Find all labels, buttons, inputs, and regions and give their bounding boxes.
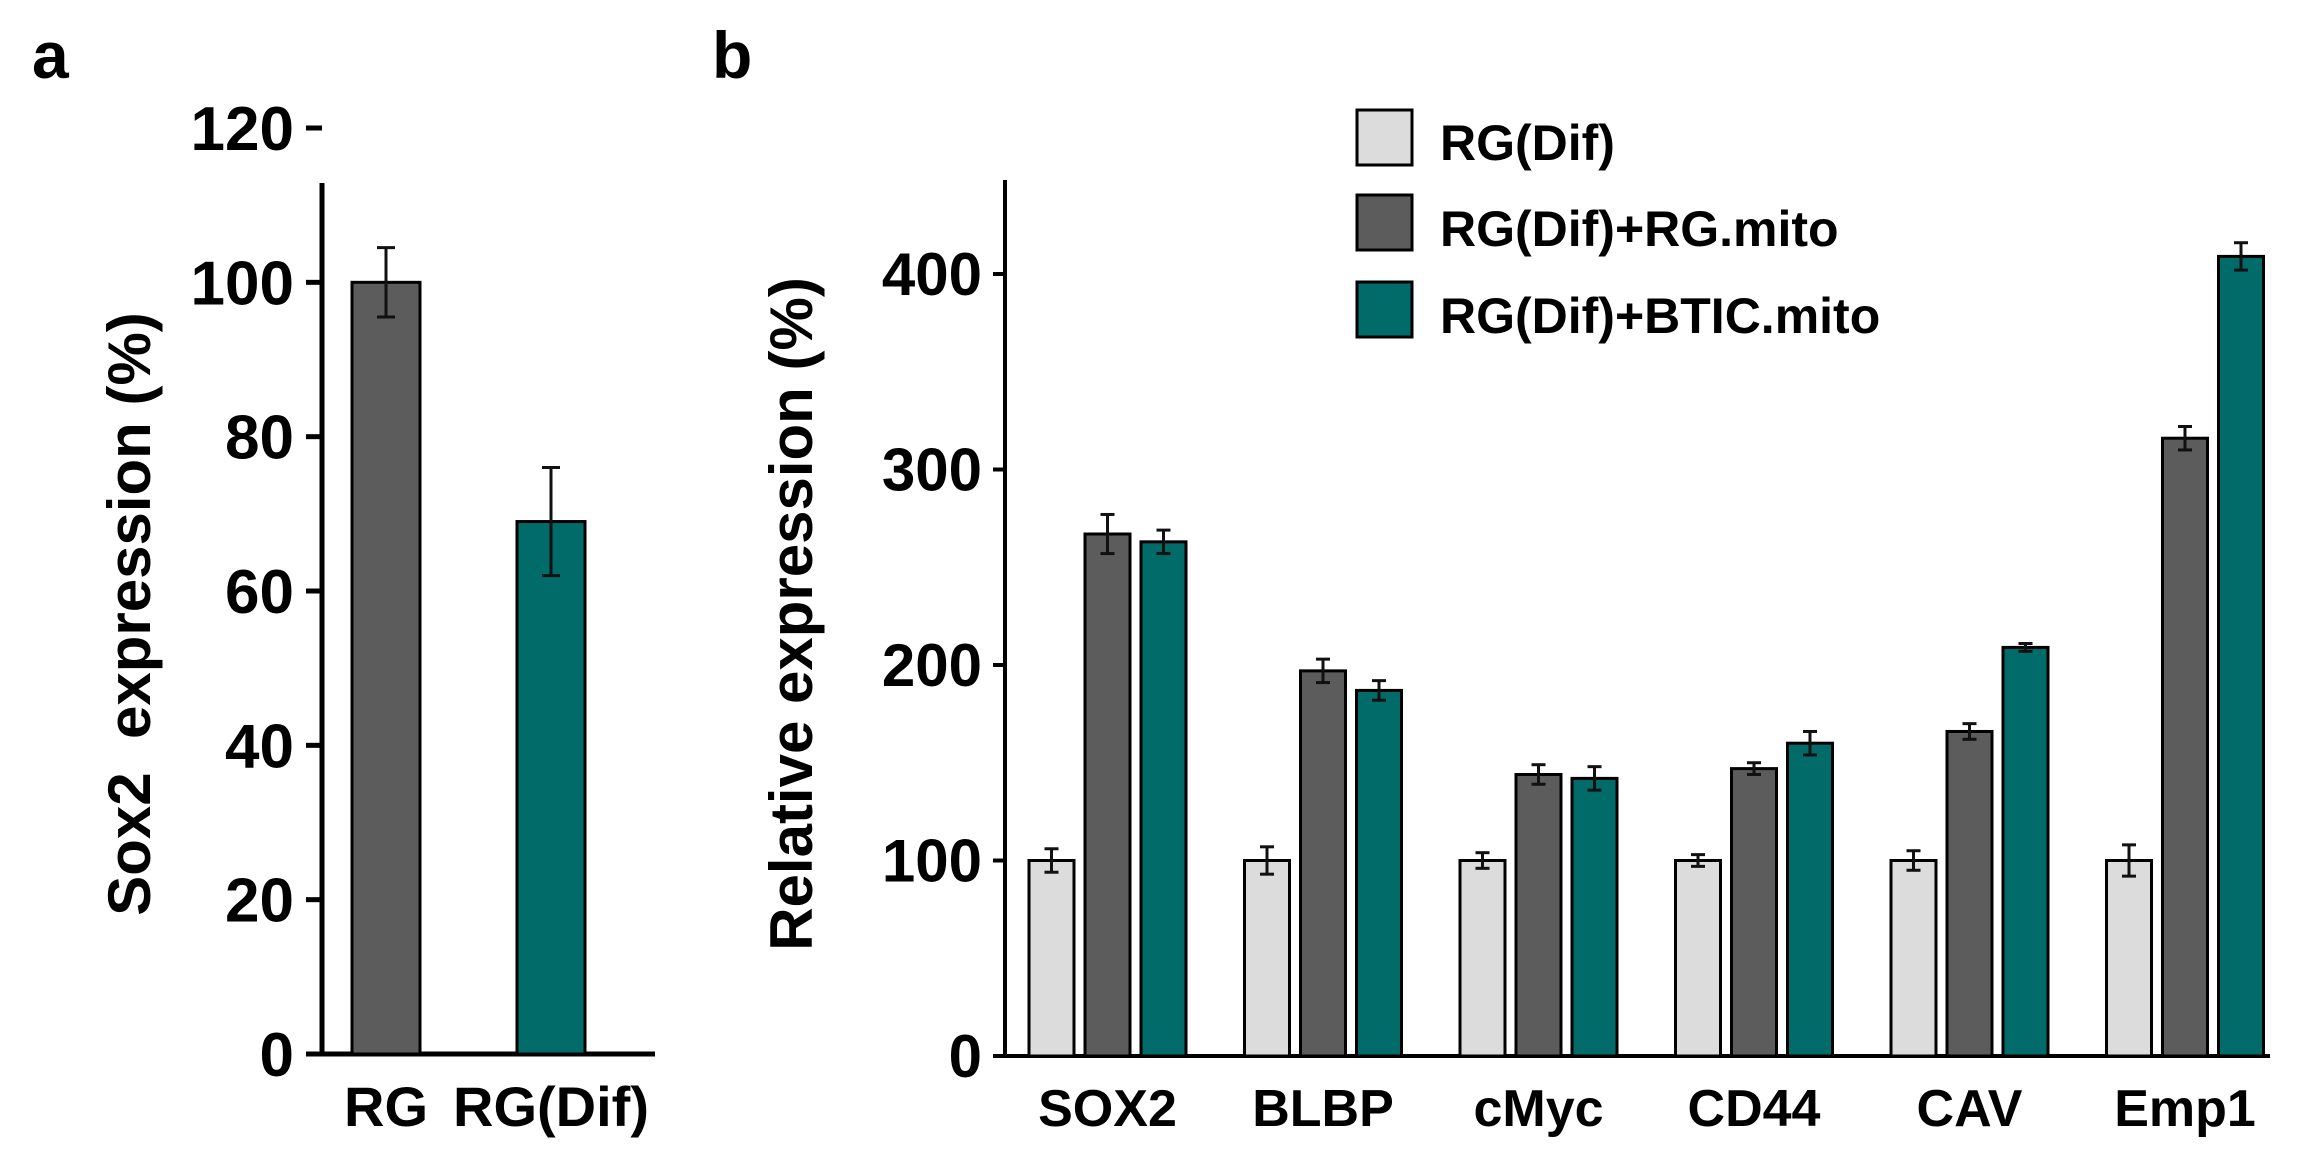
chart-b: Relative expression (%) 0 100 200 300 400 SO… bbox=[758, 108, 2270, 1138]
legend-swatch-rg-dif-btic-mito bbox=[1355, 280, 1414, 339]
chart-b-bar-emp1-rg-dif-rg-mito bbox=[2161, 436, 2209, 1058]
chart-b-xlabel-sox2: SOX2 bbox=[1038, 1080, 1177, 1138]
legend-label-rg-dif-btic-mito: RG(Dif)+BTIC.mito bbox=[1440, 288, 1880, 344]
legend: RG(Dif) RG(Dif)+RG.mito RG(Dif)+BTIC.mit… bbox=[1355, 108, 1880, 344]
chart-b-ylabel: Relative expression (%) bbox=[758, 277, 825, 951]
chart-b-ytick-label-300: 300 bbox=[882, 437, 982, 504]
legend-swatch-rg-dif bbox=[1355, 108, 1414, 167]
chart-b-bar-cd44-rg-dif bbox=[1674, 859, 1722, 1058]
chart-b-ytick-label-100: 100 bbox=[882, 828, 982, 895]
legend-label-rg-dif-rg-mito: RG(Dif)+RG.mito bbox=[1440, 201, 1839, 257]
chart-a-bar-rg bbox=[350, 280, 422, 1056]
chart-a-ytick-label-80: 80 bbox=[225, 404, 294, 473]
chart-b-bar-cd44-rg-dif-btic-mito bbox=[1786, 741, 1834, 1058]
chart-b-bar-cav-rg-dif bbox=[1889, 859, 1938, 1058]
chart-a-ytick-label-20: 20 bbox=[225, 867, 294, 936]
legend-label-rg-dif: RG(Dif) bbox=[1440, 115, 1615, 171]
chart-b-bar-sox2-rg-dif-btic-mito bbox=[1139, 540, 1188, 1058]
chart-b-bar-emp1-rg-dif-btic-mito bbox=[2217, 254, 2265, 1058]
panel-a-label: a bbox=[32, 18, 70, 92]
legend-swatch-rg-dif-rg-mito bbox=[1355, 193, 1414, 252]
chart-a-ytick-label-100: 100 bbox=[191, 249, 294, 318]
chart-a-ytick-label-120: 120 bbox=[191, 95, 294, 164]
chart-b-bar-cd44-rg-dif-rg-mito bbox=[1730, 767, 1778, 1058]
chart-b-bar-cav-rg-dif-btic-mito bbox=[2001, 645, 2050, 1058]
chart-b-xlabel-cmyc: cMyc bbox=[1473, 1080, 1603, 1138]
chart-a: Sox2 expression (%) 0 20 40 60 80 100 120 RG RG… bbox=[96, 95, 655, 1138]
chart-b-bar-cmyc-rg-dif-rg-mito bbox=[1514, 772, 1563, 1058]
chart-a-ytick-label-60: 60 bbox=[225, 558, 294, 627]
chart-b-bar-sox2-rg-dif-rg-mito bbox=[1083, 532, 1132, 1058]
chart-a-xlabel-rg-dif: RG(Dif) bbox=[453, 1075, 649, 1138]
chart-b-bar-blbp-rg-dif bbox=[1243, 859, 1291, 1058]
chart-a-xlabel-rg: RG bbox=[344, 1075, 428, 1138]
chart-b-bar-cmyc-rg-dif-btic-mito bbox=[1570, 776, 1619, 1058]
chart-b-bar-blbp-rg-dif-rg-mito bbox=[1299, 669, 1347, 1058]
chart-b-bar-emp1-rg-dif bbox=[2105, 859, 2153, 1058]
panel-b-label: b bbox=[712, 18, 752, 92]
chart-b-xlabel-blbp: BLBP bbox=[1252, 1080, 1394, 1138]
chart-a-ylabel: Sox2 expression (%) bbox=[96, 312, 163, 916]
chart-b-bar-sox2-rg-dif bbox=[1027, 859, 1076, 1058]
chart-a-bar-rg-dif bbox=[515, 520, 587, 1056]
chart-b-ytick-label-400: 400 bbox=[882, 241, 982, 308]
chart-b-ytick-label-200: 200 bbox=[882, 632, 982, 699]
chart-b-xlabel-cd44: CD44 bbox=[1688, 1080, 1821, 1138]
chart-b-ytick-label-0: 0 bbox=[949, 1023, 982, 1090]
chart-b-bar-blbp-rg-dif-btic-mito bbox=[1355, 688, 1403, 1058]
chart-a-ytick-label-40: 40 bbox=[225, 712, 294, 781]
chart-b-bar-cmyc-rg-dif bbox=[1458, 859, 1507, 1058]
chart-b-xlabel-emp1: Emp1 bbox=[2114, 1080, 2256, 1138]
chart-a-ytick-label-0: 0 bbox=[260, 1021, 294, 1090]
chart-b-xlabel-cav: CAV bbox=[1917, 1080, 2023, 1138]
chart-b-bar-cav-rg-dif-rg-mito bbox=[1945, 729, 1994, 1058]
